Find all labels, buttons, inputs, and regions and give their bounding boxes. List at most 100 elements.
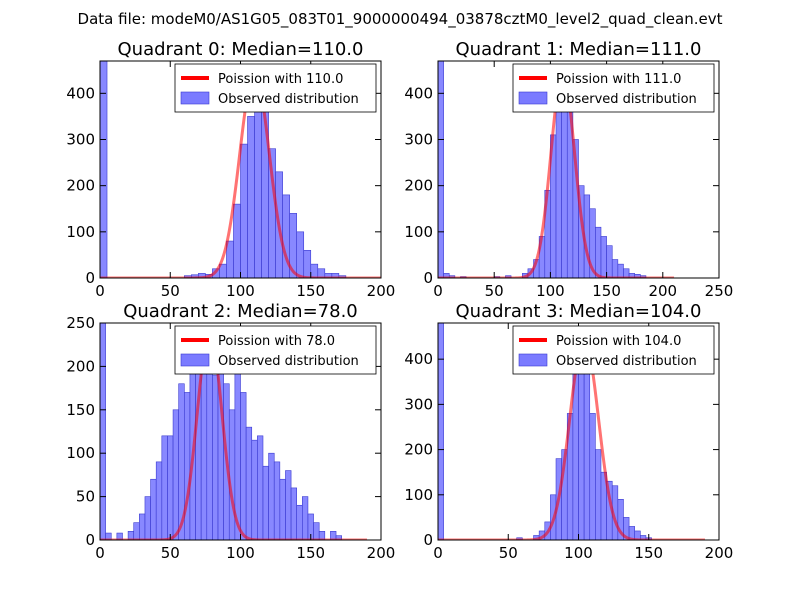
histogram-bar <box>247 116 255 278</box>
histogram-bar <box>279 478 286 540</box>
histogram-bar <box>303 249 312 278</box>
histogram-bar <box>100 323 106 540</box>
x-tick-label: 0 <box>433 544 443 562</box>
panel-title: Quadrant 1: Median=111.0 <box>456 39 702 60</box>
histogram-bar <box>290 487 297 540</box>
histogram-bar <box>155 461 163 540</box>
histogram-bar <box>251 439 258 540</box>
histogram-bar <box>133 522 140 540</box>
histogram-bar <box>313 522 320 540</box>
x-tick-label: 200 <box>367 544 396 562</box>
legend-hist-swatch <box>180 91 210 105</box>
histogram-bar <box>318 531 326 540</box>
histogram-bar <box>245 426 253 540</box>
histogram-bar <box>150 478 157 540</box>
y-tick-label: 250 <box>66 314 95 332</box>
x-tick-label: 50 <box>499 544 518 562</box>
histogram-bar <box>589 413 596 540</box>
legend-fit-label: Poission with 110.0 <box>218 72 343 87</box>
histogram-bar <box>302 496 309 540</box>
histogram-bar <box>240 143 248 278</box>
legend-hist-label: Observed distribution <box>218 354 359 369</box>
panel-title: Quadrant 2: Median=78.0 <box>123 301 358 322</box>
axes-frame <box>437 60 720 279</box>
histogram-bar <box>611 259 619 278</box>
y-tick-label: 100 <box>404 486 433 504</box>
fit-curve <box>100 330 367 540</box>
x-tick-label: 150 <box>296 282 325 300</box>
panel-title: Quadrant 0: Median=110.0 <box>118 39 364 60</box>
x-tick-label: 50 <box>485 282 504 300</box>
fit-curve <box>100 70 381 278</box>
y-tick-label: 300 <box>404 130 433 148</box>
histogram-bar <box>561 83 568 278</box>
y-tick-label: 200 <box>404 441 433 459</box>
y-tick-label: 400 <box>404 350 433 368</box>
y-tick-label: 400 <box>404 84 433 102</box>
histogram-bars <box>100 323 342 540</box>
chart-panel-0: 0 50 100 150 200 0 100 200 300 400 Quadrant 0: Med… <box>66 39 395 300</box>
histogram-bar <box>105 532 112 540</box>
x-tick-label: 100 <box>564 544 593 562</box>
chart-panel-3: 0 50 100 150 200 0 100 200 300 400 Quadrant 3: Med… <box>404 301 733 562</box>
histogram-bar <box>257 435 264 540</box>
histogram-bar <box>161 435 168 540</box>
x-tick-label: 200 <box>648 282 677 300</box>
histogram-bar <box>285 470 292 540</box>
y-tick-label: 300 <box>404 395 433 413</box>
legend-fit-label: Poission with 78.0 <box>218 334 335 349</box>
y-tick-label: 100 <box>66 444 95 462</box>
histogram-bar <box>273 461 281 540</box>
histogram-bar <box>139 513 146 540</box>
x-tick-label: 0 <box>95 282 105 300</box>
histogram-bar <box>240 392 247 540</box>
histogram-bar <box>595 449 602 540</box>
y-tick-label: 0 <box>423 269 433 287</box>
histogram-bar <box>606 245 613 278</box>
x-tick-label: 50 <box>161 544 180 562</box>
x-tick-label: 100 <box>226 282 255 300</box>
histogram-bar <box>296 504 303 540</box>
x-tick-label: 0 <box>95 544 105 562</box>
y-tick-label: 200 <box>66 357 95 375</box>
legend-fit-label: Poission with 104.0 <box>556 334 681 349</box>
y-tick-label: 150 <box>66 401 95 419</box>
fit-curve <box>438 337 705 540</box>
histogram-bar <box>254 88 262 278</box>
x-tick-label: 250 <box>705 282 734 300</box>
panel-title: Quadrant 3: Median=104.0 <box>456 301 702 322</box>
y-tick-label: 100 <box>404 223 433 241</box>
y-tick-label: 100 <box>66 223 95 241</box>
legend-hist-swatch <box>518 353 548 367</box>
histogram-bar <box>206 357 213 540</box>
legend-hist-swatch <box>518 91 548 105</box>
histogram-bar <box>228 409 236 540</box>
histogram-bar <box>438 61 444 278</box>
chart-panel-2: 0 50 100 150 200 0 50 100 150 200 250 Quadrant 2: M… <box>66 301 395 562</box>
x-tick-label: 200 <box>705 544 734 562</box>
histogram-bar <box>144 496 151 540</box>
y-tick-label: 0 <box>85 269 95 287</box>
y-tick-label: 50 <box>76 488 95 506</box>
histogram-bar <box>212 374 219 540</box>
figure-title: Data file: modeM0/AS1G05_083T01_90000004… <box>78 10 723 29</box>
y-tick-label: 200 <box>404 177 433 195</box>
histogram-bar <box>595 226 602 278</box>
chart-panel-1: 0 50 100 150 200 250 0 100 200 300 400 Quadrant 1: … <box>404 39 733 300</box>
histogram-bar <box>172 409 179 540</box>
histogram-bar <box>617 263 624 278</box>
histogram-bar <box>233 203 241 278</box>
legend-hist-swatch <box>180 353 210 367</box>
legend-hist-label: Observed distribution <box>556 92 697 107</box>
histogram-bar <box>310 263 319 278</box>
histogram-bar <box>262 465 269 540</box>
histogram-bar <box>116 532 123 540</box>
x-tick-label: 100 <box>226 544 255 562</box>
x-tick-label: 150 <box>592 282 621 300</box>
histogram-bar <box>167 435 174 540</box>
histogram-bar <box>438 323 444 540</box>
y-tick-label: 0 <box>423 531 433 549</box>
legend-fit-label: Poission with 111.0 <box>556 72 681 87</box>
y-tick-label: 400 <box>66 84 95 102</box>
